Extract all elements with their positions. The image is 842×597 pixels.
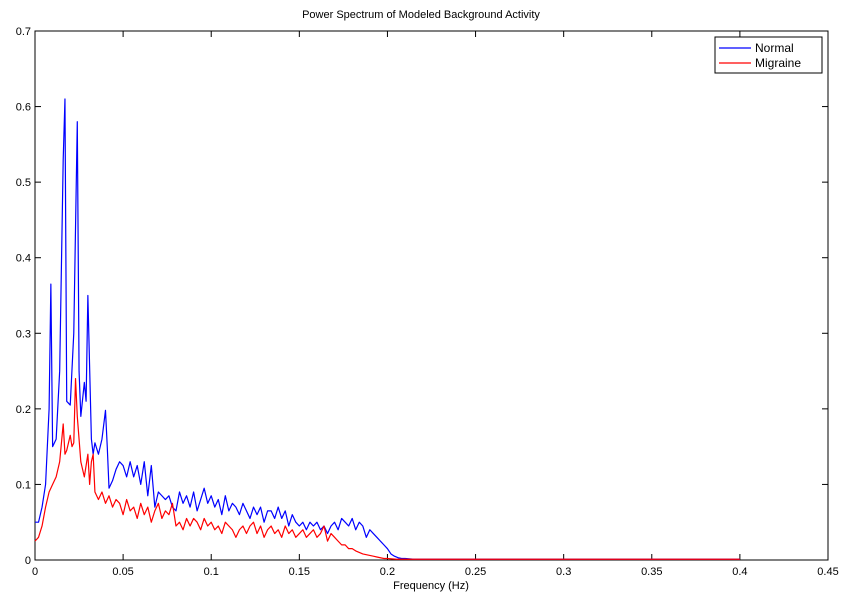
y-tick-label: 0.2 <box>16 404 31 416</box>
series-line-normal <box>35 98 740 560</box>
y-axis: 0 0.1 0.2 0.3 0.4 0.5 0.6 0.7 <box>16 26 828 567</box>
legend-box <box>714 36 823 74</box>
y-tick-label: 0.6 <box>16 102 31 114</box>
x-tick-label: 0.05 <box>112 566 133 578</box>
legend-label: Migraine <box>755 56 801 70</box>
series-layer <box>34 98 740 560</box>
x-tick-label: 0.15 <box>289 566 310 578</box>
y-tick-label: 0.7 <box>16 26 31 38</box>
x-tick-label: 0.25 <box>465 566 486 578</box>
x-axis: 0 0.05 0.1 0.15 0.2 0.25 0.3 0.35 0.4 0.45 <box>32 31 839 578</box>
y-tick-label: 0.4 <box>16 253 31 265</box>
plot-area <box>34 30 829 561</box>
x-tick-label: 0 <box>32 566 38 578</box>
legend-label: Normal <box>755 41 794 55</box>
x-tick-label: 0.45 <box>817 566 838 578</box>
y-tick-label: 0.3 <box>16 328 31 340</box>
y-tick-label: 0.5 <box>16 177 31 189</box>
x-tick-label: 0.3 <box>556 566 571 578</box>
series-line-migraine <box>34 378 740 560</box>
x-tick-label: 0.35 <box>641 566 662 578</box>
x-tick-label: 0.2 <box>380 566 395 578</box>
y-tick-label: 0.1 <box>16 479 31 491</box>
x-tick-label: 0.4 <box>732 566 747 578</box>
x-tick-label: 0.1 <box>204 566 219 578</box>
y-tick-label: 0 <box>25 555 31 567</box>
x-axis-label: Frequency (Hz) <box>393 580 469 592</box>
chart-title: Power Spectrum of Modeled Background Act… <box>302 9 540 21</box>
